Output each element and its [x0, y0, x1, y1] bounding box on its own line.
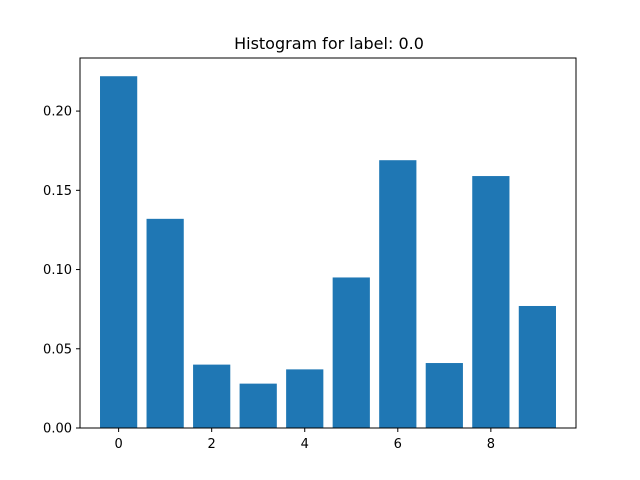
bar-0	[100, 76, 138, 429]
y-tick-label: 0.20	[43, 105, 72, 120]
y-tick-label: 0.15	[43, 184, 72, 199]
x-tick-label: 4	[301, 437, 309, 452]
bars-group	[100, 76, 556, 429]
bar-1	[146, 218, 184, 428]
y-tick-label: 0.10	[43, 263, 72, 278]
x-tick-label: 2	[208, 437, 216, 452]
bar-4	[286, 369, 324, 428]
y-tick-label: 0.05	[43, 342, 72, 357]
bar-5	[332, 277, 370, 428]
x-tick-label: 0	[114, 437, 122, 452]
bar-2	[193, 364, 231, 428]
y-axis-ticks: 0.00 0.05 0.10 0.15 0.20	[43, 105, 80, 437]
plot-frame	[79, 57, 577, 429]
x-axis-ticks: 0 2 4 6 8	[114, 428, 495, 452]
chart-title: Histogram for label: 0.0	[234, 34, 424, 53]
x-tick-label: 8	[487, 437, 495, 452]
x-tick-label: 6	[394, 437, 402, 452]
y-tick-label: 0.00	[43, 422, 72, 437]
bar-9	[518, 305, 556, 428]
bar-7	[425, 363, 463, 428]
bar-8	[472, 176, 510, 428]
bar-3	[239, 383, 277, 428]
bar-6	[379, 160, 417, 428]
